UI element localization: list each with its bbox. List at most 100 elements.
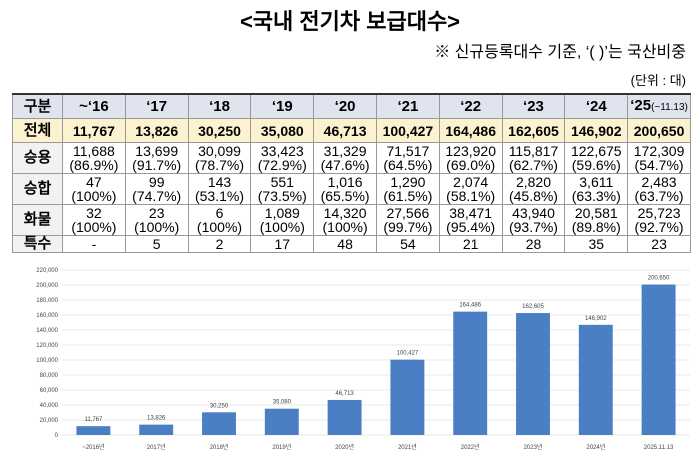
- cell-share: (100%): [259, 219, 305, 235]
- cell-value: 11,688: [73, 143, 115, 159]
- cell-value: 43,940: [512, 205, 555, 221]
- header-text: ‘18: [209, 97, 230, 115]
- value-label: 146,902: [585, 316, 607, 322]
- cell: 43,940 (93.7%): [501, 204, 566, 236]
- cell: 99 (74.7%): [124, 173, 189, 205]
- x-tick-label: 2023년: [524, 443, 543, 451]
- x-tick-label: 2024년: [586, 443, 605, 451]
- value-label: 162,605: [522, 304, 544, 310]
- cell: 48: [313, 235, 377, 253]
- cell-value: 23: [148, 205, 165, 221]
- cell: 23 (100%): [124, 204, 189, 236]
- y-tick-label: 120,000: [36, 343, 58, 349]
- cell: 31,329 (47.6%): [313, 142, 377, 174]
- cell-value: 28: [525, 236, 542, 252]
- cell: 162,605: [501, 118, 566, 143]
- cell-value: 99: [148, 174, 165, 190]
- x-tick-label: 2018년: [210, 443, 229, 451]
- header-text: ‘24: [585, 97, 607, 115]
- value-label: 30,250: [210, 403, 229, 409]
- cell-share: (93.7%): [508, 219, 558, 235]
- x-tick-label: 2021년: [398, 443, 417, 451]
- header-text: ‘23: [523, 97, 544, 115]
- header-row: 구분 ~‘16 ‘17 ‘18 ‘19 ‘20 ‘21 ‘22 ‘23 ‘24 ‘25(~11.13…: [12, 93, 691, 119]
- cell: 54: [375, 235, 440, 253]
- bar: [76, 426, 111, 435]
- cell-value: 20,581: [574, 205, 618, 221]
- cell-value: 27,566: [386, 205, 430, 221]
- cell-value: 146,902: [570, 122, 622, 139]
- header-text: ‘21: [397, 97, 419, 115]
- cell-share: (47.6%): [320, 157, 370, 173]
- cell-value: 33,423: [260, 143, 304, 159]
- x-tick-label: 2022년: [461, 443, 480, 451]
- cell-value: 23: [651, 236, 667, 252]
- cell-value: 48: [337, 236, 353, 252]
- cell: 35: [564, 235, 629, 253]
- header-text: ~‘16: [79, 97, 109, 115]
- y-tick-label: 20,000: [40, 418, 59, 424]
- cell-share: (54.7%): [634, 157, 684, 173]
- cell: 5: [124, 235, 189, 253]
- cell: 20,581 (89.8%): [564, 204, 629, 236]
- cell: 13,826: [124, 118, 189, 143]
- cell: 46,713: [313, 118, 377, 143]
- cell-value: 17: [274, 236, 291, 252]
- header-cell: ‘21: [375, 93, 440, 119]
- cell-value: 1,089: [264, 205, 300, 221]
- cell: 14,320 (100%): [313, 204, 377, 236]
- cell-share: (74.7%): [132, 188, 182, 204]
- cell-share: (63.7%): [634, 188, 684, 204]
- cell-value: 21: [462, 236, 479, 252]
- value-label: 100,427: [397, 351, 419, 357]
- bar: [578, 324, 613, 435]
- cell-share: (69.0%): [446, 157, 496, 173]
- cell-share: (91.7%): [132, 157, 182, 173]
- cell: 32 (100%): [62, 204, 126, 236]
- cell: 1,290 (61.5%): [375, 173, 440, 205]
- title: <국내 전기차 보급대수>: [239, 9, 461, 34]
- cell: 146,902: [564, 118, 629, 143]
- header-cell: ~‘16: [62, 93, 126, 119]
- y-tick-label: 40,000: [40, 403, 59, 409]
- bar: [202, 412, 236, 435]
- cell: 551 (73.5%): [250, 173, 315, 205]
- cell: 143 (53.1%): [187, 173, 252, 205]
- cell-value: 1,290: [390, 174, 426, 190]
- cell-value: 551: [270, 174, 294, 190]
- value-label: 11,767: [84, 417, 103, 423]
- y-tick-label: 160,000: [36, 313, 58, 319]
- cell-value: 2,074: [453, 174, 489, 190]
- cell: 6 (100%): [187, 204, 252, 236]
- cell: 172,309 (54.7%): [627, 142, 691, 174]
- cell-value: 162,605: [508, 122, 559, 139]
- cell-share: (65.5%): [320, 188, 370, 204]
- cell: 38,471 (95.4%): [438, 204, 503, 236]
- header-cell: ‘20: [313, 93, 377, 119]
- cell: 33,423 (72.9%): [250, 142, 315, 174]
- data-table: 구분 ~‘16 ‘17 ‘18 ‘19 ‘20 ‘21 ‘22 ‘23 ‘24 ‘25(~11.13…: [12, 93, 691, 253]
- cell: 200,650: [627, 118, 691, 143]
- cell-share: (86.9%): [69, 157, 119, 173]
- cell: 3,611 (63.3%): [564, 173, 629, 205]
- cell: 47 (100%): [62, 173, 126, 205]
- cell-value: 35,080: [260, 122, 304, 139]
- bar: [516, 313, 550, 435]
- cell-value: 2,483: [641, 174, 677, 190]
- cell-share: (62.7%): [508, 157, 558, 173]
- cell-share: (95.4%): [446, 219, 496, 235]
- row-label: 승용: [12, 142, 63, 174]
- cell: 2,820 (45.8%): [501, 173, 566, 205]
- x-tick-label: 2020년: [335, 443, 354, 451]
- cell: -: [62, 235, 126, 253]
- cell: 28: [501, 235, 566, 253]
- header-cell: ‘22: [438, 93, 503, 119]
- table-row: 승합 47 (100%) 99 (74.7%) 143 (53.1%) 551 (73.5%) 1…: [12, 173, 691, 205]
- header-note: (~11.13): [651, 101, 688, 113]
- cell: 11,767: [62, 118, 126, 143]
- cell: 23: [627, 235, 691, 253]
- cell-value: 143: [207, 174, 232, 190]
- cell-share: (61.5%): [383, 188, 433, 204]
- header-cell: ‘19: [250, 93, 315, 119]
